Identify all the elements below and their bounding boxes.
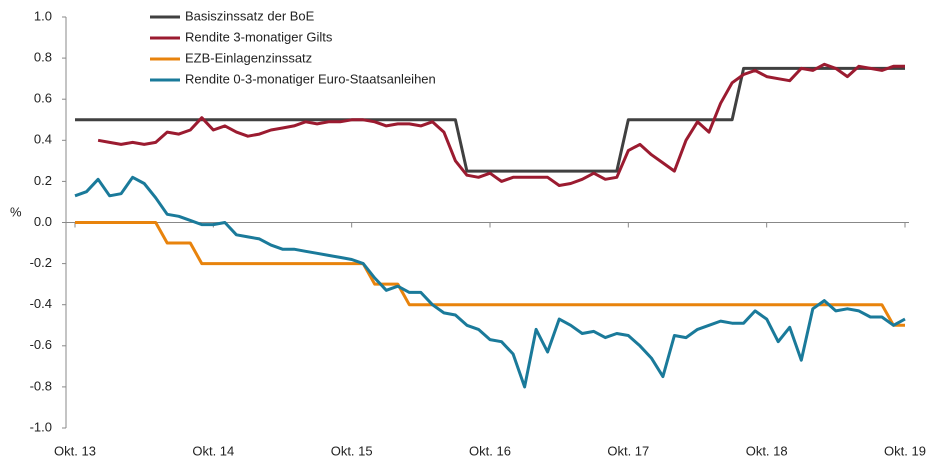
x-tick-label: Okt. 19 (884, 443, 926, 458)
y-tick-label: 0.2 (34, 173, 52, 188)
x-tick-label: Okt. 13 (54, 443, 96, 458)
y-tick-label: 0.4 (34, 132, 52, 147)
y-tick-label: -0.6 (30, 337, 52, 352)
series-line (97, 62, 905, 187)
y-tick-label: -0.2 (30, 255, 52, 270)
series-line (75, 66, 905, 173)
y-tick-label: -0.4 (30, 296, 52, 311)
x-tick-label: Okt. 18 (746, 443, 788, 458)
x-tick-label: Okt. 14 (192, 443, 234, 458)
y-axis-label: % (10, 204, 22, 219)
y-tick-label: 1.0 (34, 8, 52, 23)
x-tick-label: Okt. 17 (607, 443, 649, 458)
legend-label: Basiszinssatz der BoE (185, 8, 315, 23)
y-tick-label: 0.0 (34, 214, 52, 229)
series-line (75, 221, 905, 327)
y-tick-label: 0.8 (34, 50, 52, 65)
x-tick-label: Okt. 16 (469, 443, 511, 458)
legend-label: Rendite 3-monatiger Gilts (185, 29, 333, 44)
legend-label: Rendite 0-3-monatiger Euro-Staatsanleihe… (185, 71, 436, 86)
y-tick-label: -0.8 (30, 378, 52, 393)
series-line (74, 175, 906, 389)
y-tick-label: 0.6 (34, 91, 52, 106)
y-tick-label: -1.0 (30, 419, 52, 434)
legend-label: EZB-Einlagenzinssatz (185, 50, 312, 65)
x-tick-label: Okt. 15 (331, 443, 373, 458)
